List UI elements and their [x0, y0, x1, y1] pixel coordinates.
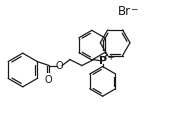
Text: P: P: [99, 56, 107, 66]
Text: O: O: [44, 75, 52, 85]
Text: Br: Br: [118, 5, 131, 18]
Text: +: +: [107, 53, 113, 62]
Text: O: O: [55, 61, 63, 71]
Text: −: −: [130, 5, 138, 14]
